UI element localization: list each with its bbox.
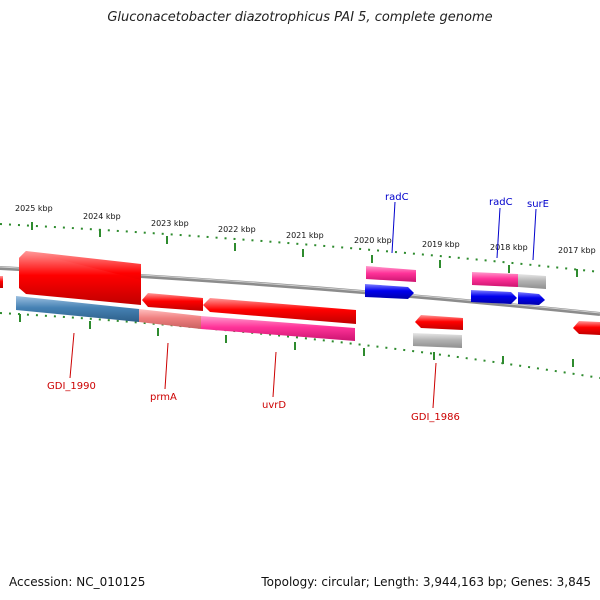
gene-uvrD-pink[interactable] (201, 316, 355, 341)
gene-radC-top-pink[interactable] (366, 266, 416, 282)
gene-gdi1990-red-body[interactable] (19, 251, 141, 305)
gene-gdi1986-gray[interactable] (413, 333, 462, 348)
gene-surE-blue[interactable] (518, 292, 545, 305)
gene-gdi1986-red[interactable] (415, 315, 463, 330)
scale-label: 2018 kbp (490, 243, 528, 252)
gene-radC-blue[interactable] (365, 284, 414, 299)
scale-label: 2021 kbp (286, 231, 324, 240)
gene-label-radC[interactable]: radC (489, 197, 513, 208)
gene-gdi1990-steel[interactable] (16, 296, 139, 322)
gene-uvrD-red[interactable] (203, 298, 356, 324)
gene-right-edge-red[interactable] (573, 321, 600, 335)
gene-surE-gray[interactable] (518, 274, 546, 289)
gene-prmA-salmon[interactable] (139, 309, 201, 329)
scale-labels: 2025 kbp 2024 kbp 2023 kbp 2022 kbp 2021… (15, 204, 596, 255)
topology-text: Topology: circular; Length: 3,944,163 bp… (261, 575, 591, 589)
scale-label: 2024 kbp (83, 212, 121, 221)
inner-major-ticks (19, 314, 574, 367)
gene-label-surE[interactable]: surE (527, 199, 549, 210)
gene-label-gdi1990[interactable]: GDI_1990 (47, 381, 96, 392)
scale-label: 2025 kbp (15, 204, 53, 213)
gene-left-edge-red[interactable] (0, 276, 3, 288)
gene-label-gdi1986[interactable]: GDI_1986 (411, 412, 460, 423)
scale-label: 2020 kbp (354, 236, 392, 245)
gene-prmA-red[interactable] (142, 293, 203, 311)
gene-label-uvrD[interactable]: uvrD (262, 400, 286, 411)
gene-label-radC[interactable]: radC (385, 192, 409, 203)
map-title: Gluconacetobacter diazotrophicus PAI 5, … (107, 10, 493, 25)
scale-label: 2019 kbp (422, 240, 460, 249)
accession-text: Accession: NC_010125 (9, 575, 146, 589)
scale-label: 2023 kbp (151, 219, 189, 228)
scale-label: 2022 kbp (218, 225, 256, 234)
gene-radC-right-blue[interactable] (471, 290, 517, 304)
gene-label-prmA[interactable]: prmA (150, 392, 177, 403)
label-connectors (69, 201, 537, 409)
scale-label: 2017 kbp (558, 246, 596, 255)
outer-major-ticks (31, 222, 578, 277)
gene-radC-right-pink[interactable] (472, 272, 518, 287)
